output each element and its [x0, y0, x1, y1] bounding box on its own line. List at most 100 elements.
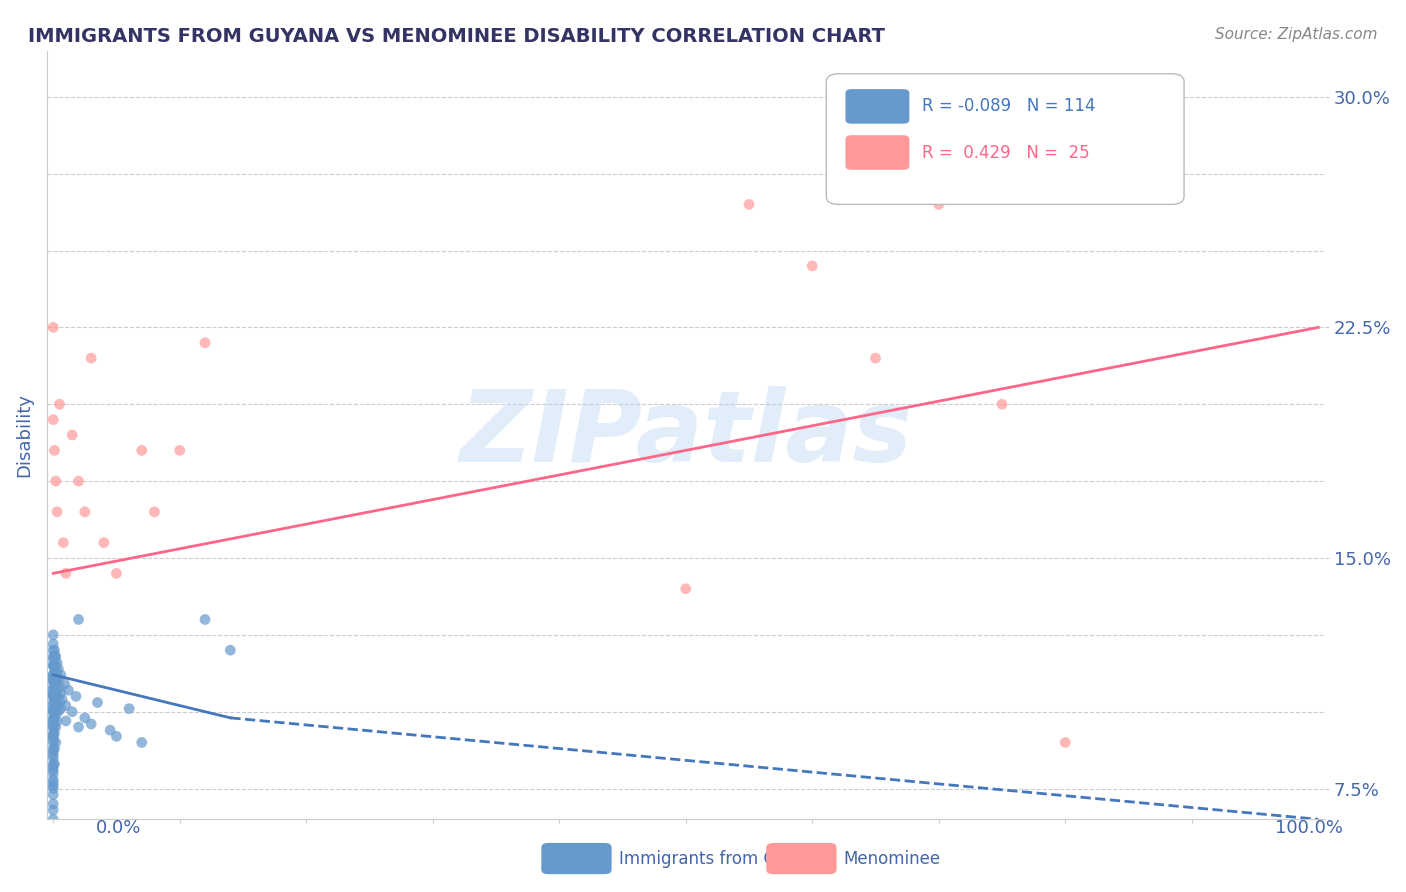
Point: [45, 690, 67, 704]
Point: [55, 566, 77, 581]
Point: [44, 690, 66, 704]
Point: [42, 668, 65, 682]
Point: [42, 680, 65, 694]
Point: [45, 720, 67, 734]
Point: [42, 788, 65, 802]
Point: [42, 779, 65, 793]
Point: [42, 813, 65, 827]
Point: [65, 690, 87, 704]
Point: [55, 698, 77, 713]
Point: [42, 698, 65, 713]
Point: [42, 717, 65, 731]
Point: [131, 735, 153, 749]
Point: [44, 726, 66, 740]
Point: [42, 628, 65, 642]
Point: [42, 705, 65, 719]
Point: [42, 412, 65, 426]
Point: [865, 351, 887, 365]
Point: [42, 714, 65, 728]
Point: [44, 649, 66, 664]
Point: [42, 690, 65, 704]
Point: [42, 686, 65, 700]
Point: [42, 766, 65, 780]
Point: [73, 711, 96, 725]
Point: [49, 668, 72, 682]
Point: [105, 729, 128, 743]
Point: [44, 673, 66, 688]
Text: Source: ZipAtlas.com: Source: ZipAtlas.com: [1215, 27, 1378, 42]
Point: [42, 803, 65, 817]
Point: [48, 680, 70, 694]
Point: [675, 582, 697, 596]
Point: [44, 443, 66, 458]
Point: [44, 711, 66, 725]
Point: [51, 692, 73, 706]
Point: [194, 335, 217, 350]
Point: [67, 612, 90, 626]
Point: [48, 397, 70, 411]
Point: [46, 714, 69, 728]
Point: [42, 683, 65, 698]
Point: [73, 505, 96, 519]
Point: [53, 677, 76, 691]
Point: [42, 729, 65, 743]
Point: [46, 656, 69, 670]
Point: [46, 673, 69, 688]
Point: [45, 735, 67, 749]
Point: [42, 673, 65, 688]
Point: [42, 775, 65, 789]
Point: [48, 696, 70, 710]
Point: [49, 701, 72, 715]
Text: R =  0.429   N =  25: R = 0.429 N = 25: [922, 144, 1090, 162]
Text: IMMIGRANTS FROM GUYANA VS MENOMINEE DISABILITY CORRELATION CHART: IMMIGRANTS FROM GUYANA VS MENOMINEE DISA…: [28, 27, 886, 45]
Point: [42, 668, 65, 682]
Point: [46, 705, 69, 719]
Point: [45, 649, 67, 664]
Point: [42, 696, 65, 710]
Point: [928, 197, 950, 211]
Point: [46, 698, 69, 713]
Point: [44, 643, 66, 657]
Point: [42, 714, 65, 728]
Point: [42, 735, 65, 749]
Point: [42, 756, 65, 771]
Point: [42, 760, 65, 774]
Point: [42, 686, 65, 700]
Y-axis label: Disability: Disability: [15, 393, 32, 477]
Point: [169, 443, 191, 458]
Text: R = -0.089   N = 114: R = -0.089 N = 114: [922, 97, 1095, 115]
Point: [93, 535, 115, 549]
Point: [42, 658, 65, 673]
Point: [42, 649, 65, 664]
Point: [42, 711, 65, 725]
Point: [44, 696, 66, 710]
Point: [991, 397, 1014, 411]
Point: [46, 662, 69, 676]
Point: [44, 756, 66, 771]
Point: [46, 668, 69, 682]
Point: [42, 673, 65, 688]
Point: [42, 637, 65, 651]
Point: [44, 741, 66, 756]
Point: [45, 673, 67, 688]
Point: [86, 696, 108, 710]
Point: [44, 680, 66, 694]
Point: [42, 643, 65, 657]
Point: [44, 707, 66, 722]
Point: [131, 443, 153, 458]
Point: [52, 535, 75, 549]
Point: [46, 690, 69, 704]
Point: [42, 705, 65, 719]
Point: [44, 658, 66, 673]
Point: [42, 741, 65, 756]
Text: 0.0%: 0.0%: [96, 819, 141, 837]
Point: [80, 717, 103, 731]
Point: [143, 505, 166, 519]
Point: [67, 474, 90, 488]
Point: [42, 751, 65, 765]
Point: [67, 720, 90, 734]
Point: [42, 720, 65, 734]
Point: [44, 665, 66, 679]
Point: [42, 720, 65, 734]
Point: [45, 474, 67, 488]
